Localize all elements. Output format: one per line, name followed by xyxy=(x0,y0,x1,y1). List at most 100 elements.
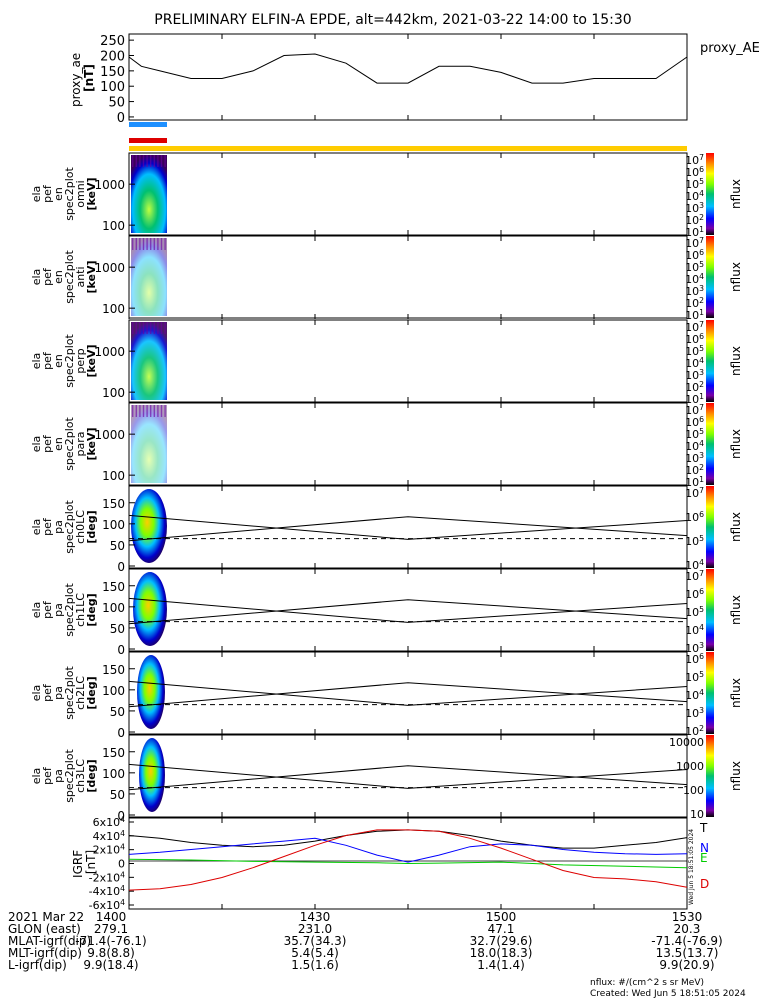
panel-ylabel-line: pef xyxy=(41,267,54,286)
panel-ylabel-line: spec2plot xyxy=(63,250,76,304)
colorbar-tick-label: 104 xyxy=(685,439,704,453)
colorbar-tick-label: 101 xyxy=(685,225,704,239)
igrf-legend-T: T xyxy=(699,821,708,835)
proxy-ae-tick-label: 200 xyxy=(100,50,125,65)
igrf-tick-label: 6x104 xyxy=(93,815,126,829)
colorbar-label: nflux xyxy=(729,512,743,542)
y-tick-label: 100 xyxy=(102,518,125,532)
colorbar-tick-label: 105 xyxy=(685,260,704,274)
colorbar-tick-label: 103 xyxy=(685,284,704,298)
y-tick-label: 1000 xyxy=(94,345,125,359)
colorbar-tick-label: 106 xyxy=(685,587,704,601)
colorbar xyxy=(706,320,714,402)
y-tick-label: 100 xyxy=(102,386,125,400)
panel-ylabel-line: [keV] xyxy=(85,427,98,460)
colorbar-tick-label: 106 xyxy=(685,415,704,429)
colorbar-tick-label: 10 xyxy=(690,808,704,821)
footer-value: 47.1 xyxy=(488,922,515,936)
colorbar-tick-label: 106 xyxy=(685,652,704,666)
colorbar-tick-label: 107 xyxy=(685,153,704,167)
panel-ylabel-line: en xyxy=(52,187,65,201)
panel-ylabel-line: spec2plot xyxy=(63,666,76,720)
pitch-angle-data xyxy=(137,654,165,729)
y-tick-label: 1000 xyxy=(94,178,125,192)
pitch-angle-panel-2: 106 105 104 103 102 nflux elapefpaspec2plotch2… xyxy=(30,651,743,740)
proxy-ae-series xyxy=(128,53,688,84)
loss-cone-line xyxy=(128,597,688,623)
anti-loss-cone-line xyxy=(128,599,688,625)
colorbar-tick-label: 107 xyxy=(685,486,704,500)
panel-ylabel-line: pa xyxy=(52,603,65,617)
energy-spectrogram-panels: 107106105104103102101nfluxelapefenspec2p… xyxy=(30,152,743,489)
panel-ylabel-line: ela xyxy=(30,519,43,536)
colorbar-tick-label: 104 xyxy=(685,189,704,203)
colorbar-tick-label: 106 xyxy=(685,165,704,179)
panel-ylabel-line: [deg] xyxy=(85,759,98,792)
footer-value: 18.0(18.3) xyxy=(470,946,533,960)
colorbar-tick-label: 105 xyxy=(685,427,704,441)
panel-ylabel-line: ela xyxy=(30,602,43,619)
y-tick-label: 50 xyxy=(110,622,125,636)
y-tick-label: 0 xyxy=(117,809,125,823)
colorbar-tick-label: 104 xyxy=(685,272,704,286)
panel-ylabel-line: pef xyxy=(41,766,54,785)
colorbar-tick-label: 104 xyxy=(685,688,704,702)
proxy-ae-tick-label: 250 xyxy=(100,34,125,49)
igrf-tick-label: 4x104 xyxy=(93,829,126,843)
orbit-footer: 2021 Mar 22 1400 1430 1500 1530 GLON (east) 27… xyxy=(8,910,723,972)
colorbar-tick-label: 104 xyxy=(685,623,704,637)
footer-value: 35.7(34.3) xyxy=(284,934,347,948)
colorbar-tick-label: 107 xyxy=(685,403,704,417)
colorbar xyxy=(706,403,714,485)
panel-ylabel-line: en xyxy=(52,354,65,368)
y-tick-label: 150 xyxy=(102,497,125,511)
colorbar-tick-label: 105 xyxy=(685,605,704,619)
footer-value: 1.4(1.4) xyxy=(477,958,525,972)
y-tick-label: 100 xyxy=(102,684,125,698)
panel-ylabel-line: ela xyxy=(30,353,43,370)
footer-value: 20.3 xyxy=(674,922,701,936)
colorbar-tick-label: 105 xyxy=(685,344,704,358)
proxy-ae-tick-label: 100 xyxy=(100,80,125,95)
colorbar xyxy=(706,569,714,651)
loss-cone-line xyxy=(128,514,688,540)
footer-row-label: MLAT-igrf(dip) xyxy=(8,934,91,948)
y-tick-label: 1000 xyxy=(94,428,125,442)
anti-loss-cone-line xyxy=(128,682,688,708)
panel-ylabel-line: [deg] xyxy=(85,510,98,543)
pitch-angle-data xyxy=(139,737,165,812)
panel-ylabel-line: pef xyxy=(41,683,54,702)
y-tick-label: 50 xyxy=(110,705,125,719)
igrf-tick-label: -4x104 xyxy=(89,884,125,898)
panel-ylabel-line: ch1LC xyxy=(74,593,87,627)
colorbar xyxy=(706,735,714,817)
panel-ylabel-line: ela xyxy=(30,768,43,785)
footer-value: 32.7(29.6) xyxy=(470,934,533,948)
pitch-angle-panels: 107106105104nfluxelapefpaspec2plotch0LC[… xyxy=(30,485,743,823)
panel-ylabel-line: ch0LC xyxy=(74,510,87,544)
status-bar-blue xyxy=(129,122,167,127)
colorbar xyxy=(706,486,714,568)
colorbar-tick-label: 103 xyxy=(685,201,704,215)
panel-ylabel-line: [keV] xyxy=(85,177,98,210)
proxy-ae-ylabel: proxy_ae [nT] xyxy=(69,49,96,107)
colorbar-tick-label: 101 xyxy=(685,475,704,489)
colorbar-tick-label: 103 xyxy=(685,706,704,720)
panel-ylabel-line: spec2plot xyxy=(63,417,76,471)
colorbar-tick-label: 102 xyxy=(685,380,704,394)
colorbar-tick-label: 107 xyxy=(685,236,704,250)
colorbar-label: nflux xyxy=(729,346,743,376)
igrf-series-N xyxy=(128,837,688,863)
colorbar-tick-label: 10000 xyxy=(669,736,704,749)
panel-ylabel-line: anti xyxy=(74,266,87,287)
y-tick-label: 100 xyxy=(102,767,125,781)
y-tick-label: 100 xyxy=(102,469,125,483)
igrf-tick-label: -2x104 xyxy=(89,870,125,884)
panel-ylabel-line: en xyxy=(52,270,65,284)
pitch-angle-data xyxy=(131,488,167,563)
igrf-tick-label: -6x104 xyxy=(89,898,125,912)
colorbar xyxy=(706,652,714,734)
